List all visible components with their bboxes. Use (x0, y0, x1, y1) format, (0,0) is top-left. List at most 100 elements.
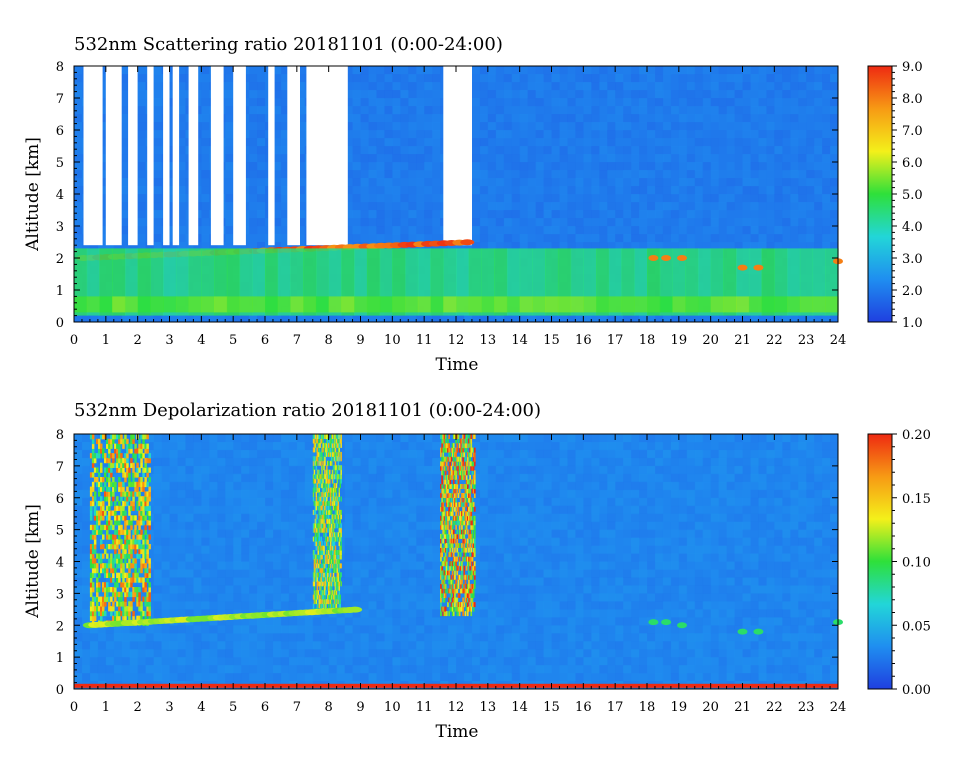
heatmap-cell (678, 162, 688, 171)
heatmap-cell (257, 226, 266, 235)
heatmap-cell (233, 641, 242, 650)
heatmap-cell (623, 234, 632, 243)
x-tick-label: 23 (798, 333, 815, 348)
heatmap-cell (137, 537, 147, 547)
heatmap-cell (201, 106, 210, 115)
heatmap-cell (631, 186, 640, 195)
heatmap-cell (153, 489, 163, 499)
heatmap-cell (543, 82, 552, 91)
heatmap-cell (575, 194, 584, 203)
heatmap-cell (694, 98, 704, 107)
heatmap-cell (384, 625, 393, 634)
heatmap-cell (153, 497, 163, 507)
heatmap-cell (726, 82, 736, 91)
heatmap-cell (384, 633, 393, 642)
heatmap-cell (726, 106, 736, 115)
heatmap-cell (280, 641, 290, 650)
heatmap-cell (185, 657, 194, 666)
heatmap-cell (822, 170, 831, 179)
heatmap-cell (82, 609, 91, 618)
heatmap-cell (408, 609, 417, 618)
heatmap-cell (392, 90, 401, 99)
heatmap-cell (121, 194, 131, 203)
heatmap-cell (344, 465, 354, 475)
heatmap-cell (631, 106, 640, 115)
heatmap-cell (392, 114, 401, 123)
heatmap-cell (225, 154, 234, 163)
heatmap-cell (631, 90, 640, 99)
heatmap-cell (694, 186, 704, 195)
heatmap-cell (177, 641, 186, 650)
heatmap-cell (408, 162, 417, 171)
heatmap-cell (806, 194, 815, 203)
heatmap-cell (551, 138, 560, 147)
heatmap-cell (89, 242, 99, 251)
heatmap-cell (360, 585, 369, 594)
heatmap-cell (551, 74, 560, 83)
heatmap-cell (495, 154, 505, 163)
heatmap-cell (201, 130, 210, 139)
heatmap-cell (74, 82, 83, 91)
heatmap-cell (257, 473, 266, 483)
heatmap-cell (217, 465, 226, 475)
heatmap-cell (822, 106, 831, 115)
heatmap-cell (830, 106, 839, 115)
heatmap-cell (328, 633, 338, 642)
heatmap-cell (312, 665, 322, 674)
heatmap-cell (487, 234, 497, 243)
heatmap-cell (503, 106, 513, 115)
heatmap-cell (273, 593, 282, 602)
heatmap-cell (662, 138, 672, 147)
heatmap-cell (694, 74, 704, 83)
heatmap-cell (137, 154, 147, 163)
heatmap-cell (193, 497, 202, 507)
heatmap-cell (280, 98, 290, 107)
heatmap-cell (750, 170, 759, 179)
heatmap-cell (209, 434, 218, 443)
heatmap-cell (384, 553, 393, 562)
heatmap-cell (591, 218, 600, 227)
heatmap-cell (177, 505, 186, 515)
heatmap-cell (241, 497, 250, 507)
heatmap-cell (726, 202, 736, 211)
heatmap-cell (647, 162, 656, 171)
heatmap-cell (280, 545, 290, 555)
heatmap-cell (647, 154, 656, 163)
heatmap-cell (280, 521, 290, 531)
heatmap-cell (798, 210, 807, 219)
heatmap-cell (201, 90, 210, 99)
heatmap-cell (798, 122, 807, 131)
heatmap-cell (273, 457, 282, 467)
heatmap-cell (479, 82, 489, 91)
heatmap-cell (296, 106, 306, 115)
heatmap-cell (782, 98, 791, 107)
heatmap-cell (424, 601, 433, 610)
heatmap-cell (280, 481, 290, 491)
heatmap-cell (225, 649, 234, 658)
no-data-column (210, 66, 224, 246)
heatmap-cell (583, 170, 592, 179)
heatmap-cell (543, 242, 552, 251)
heatmap-cell (424, 473, 433, 483)
heatmap-cell (670, 210, 680, 219)
heatmap-cell (639, 138, 648, 147)
heatmap-cell (344, 473, 354, 483)
heatmap-cell (543, 170, 552, 179)
heatmap-cell (400, 489, 409, 499)
heatmap-cell (662, 314, 672, 323)
heatmap-cell (265, 649, 274, 658)
heatmap-cell (742, 146, 751, 155)
heatmap-cell (177, 585, 186, 594)
heatmap-cell (718, 170, 728, 179)
heatmap-cell (408, 497, 417, 507)
heatmap-cell (400, 585, 409, 594)
heatmap-cell (201, 170, 210, 179)
heatmap-cell (296, 545, 306, 555)
heatmap-cell (432, 138, 441, 147)
heatmap-cell (830, 114, 839, 123)
heatmap-cell (153, 178, 163, 187)
heatmap-cell (694, 234, 704, 243)
heatmap-cell (249, 170, 258, 179)
heatmap-cell (201, 186, 210, 195)
heatmap-cell (535, 74, 545, 83)
